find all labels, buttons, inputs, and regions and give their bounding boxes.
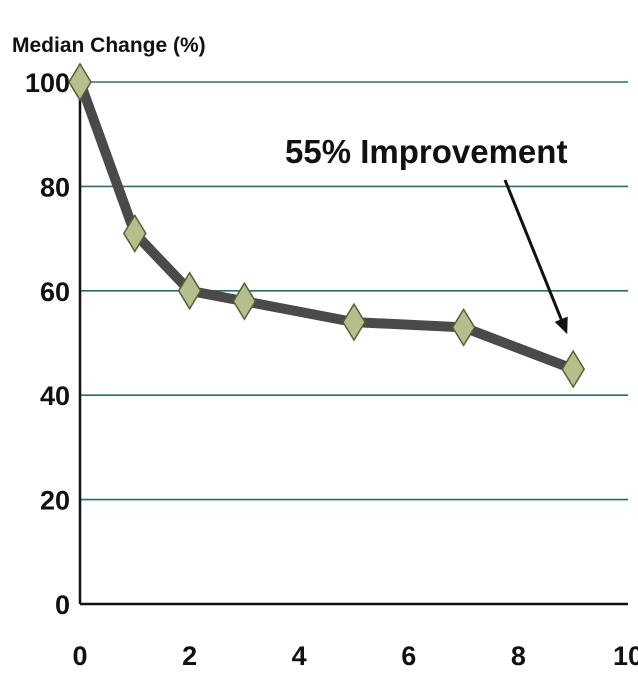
x-tick-labels: 0 2 4 6 8 10: [72, 641, 638, 671]
y-tick-labels: 0 20 40 60 80 100: [25, 68, 70, 620]
y-tick-60: 60: [40, 277, 70, 307]
annotation-arrow: [503, 179, 563, 320]
data-point-0: [68, 62, 92, 102]
y-tick-80: 80: [40, 172, 70, 202]
y-tick-40: 40: [40, 381, 70, 411]
data-point-7: [451, 307, 476, 347]
grid-lines: [80, 81, 628, 501]
data-point-9: [561, 349, 586, 389]
x-tick-8: 8: [511, 641, 526, 671]
x-tick-0: 0: [72, 641, 87, 671]
x-tick-4: 4: [292, 641, 307, 671]
y-tick-20: 20: [40, 486, 70, 516]
y-tick-100: 100: [25, 68, 70, 98]
y-axis-label: Median Change (%): [12, 34, 206, 57]
x-tick-10: 10: [613, 641, 638, 671]
data-point-3: [232, 281, 257, 321]
data-markers: [68, 62, 586, 389]
annotation-arrowhead: [554, 316, 568, 335]
data-point-2: [177, 271, 202, 311]
x-tick-2: 2: [182, 641, 197, 671]
data-point-5: [342, 302, 366, 342]
data-point-1: [122, 213, 147, 253]
y-tick-0: 0: [55, 590, 70, 620]
series-line: [75, 77, 579, 375]
annotation-label: 55% Improvement: [285, 133, 567, 170]
x-tick-6: 6: [401, 641, 416, 671]
